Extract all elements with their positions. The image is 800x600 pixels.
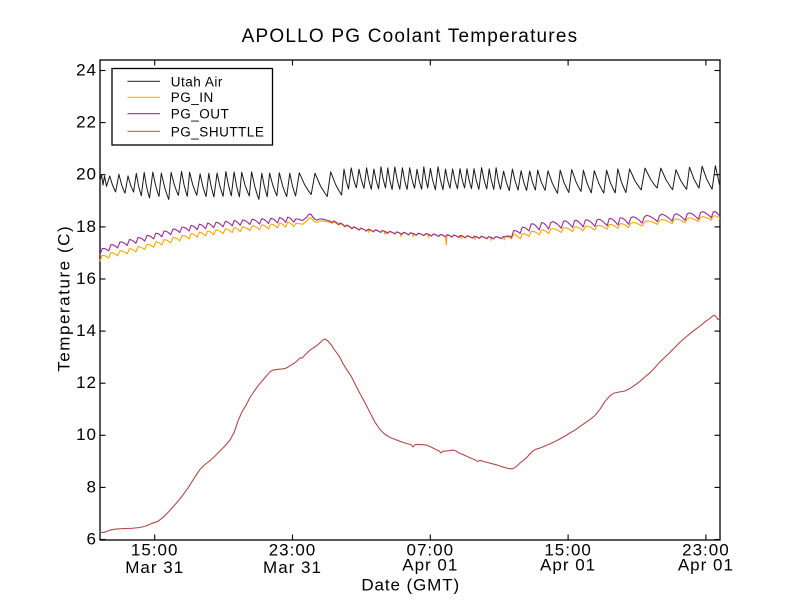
svg-text:23:00: 23:00 [682, 541, 730, 560]
svg-text:8: 8 [87, 477, 97, 496]
svg-text:PG_SHUTTLE: PG_SHUTTLE [171, 124, 265, 139]
svg-text:Apr 01: Apr 01 [678, 556, 734, 575]
svg-text:15:00: 15:00 [544, 541, 592, 560]
svg-text:24: 24 [76, 60, 97, 79]
svg-text:16: 16 [76, 269, 97, 288]
svg-text:Apr 01: Apr 01 [402, 556, 458, 575]
svg-text:Utah Air: Utah Air [171, 74, 223, 89]
svg-text:6: 6 [87, 529, 97, 548]
svg-text:Mar 31: Mar 31 [125, 558, 184, 577]
svg-text:07:00: 07:00 [407, 541, 455, 560]
svg-text:10: 10 [76, 425, 97, 444]
svg-text:15:00: 15:00 [131, 541, 179, 560]
svg-text:PG_OUT: PG_OUT [171, 107, 230, 122]
svg-text:Mar 31: Mar 31 [263, 558, 322, 577]
svg-text:Date (GMT): Date (GMT) [361, 576, 460, 595]
svg-text:Temperature (C): Temperature (C) [55, 225, 74, 372]
svg-text:23:00: 23:00 [269, 541, 317, 560]
svg-text:APOLLO PG Coolant Temperatures: APOLLO PG Coolant Temperatures [242, 26, 579, 47]
svg-text:20: 20 [76, 165, 97, 184]
svg-text:PG_IN: PG_IN [171, 90, 214, 105]
svg-text:18: 18 [76, 217, 97, 236]
svg-text:Apr 01: Apr 01 [540, 556, 596, 575]
svg-text:22: 22 [76, 113, 97, 132]
svg-text:14: 14 [76, 321, 97, 340]
svg-text:12: 12 [76, 373, 97, 392]
